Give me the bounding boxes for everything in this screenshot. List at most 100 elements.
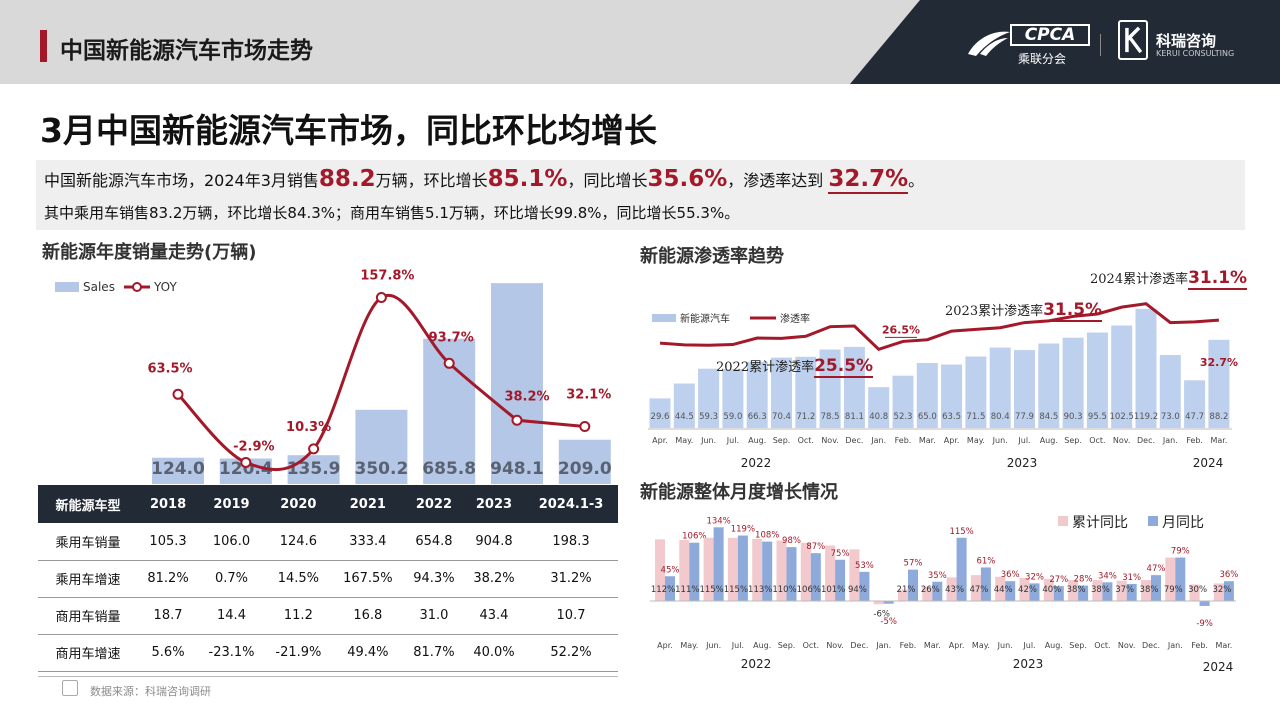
cum-bar	[1141, 580, 1151, 601]
pen-bar-label: 78.5	[821, 412, 840, 422]
mon-bar-label: 31%	[1122, 573, 1141, 583]
cum-bar	[849, 549, 860, 601]
cum-bar	[1043, 579, 1054, 601]
cum-bar-label: 40%	[1042, 585, 1061, 595]
pen-bar	[649, 398, 671, 428]
growth-x-label: Sep.	[778, 641, 796, 650]
yoy-point	[240, 456, 252, 468]
pen-year-label: 2023	[1007, 456, 1038, 470]
pen-label-last: 32.7%	[1200, 356, 1238, 369]
pen-bar	[1184, 380, 1206, 428]
cum-bar	[1116, 580, 1127, 601]
mon-bar	[980, 567, 991, 601]
cum-bar	[898, 589, 908, 601]
pen-x-label: Oct.	[798, 436, 814, 445]
mon-bar	[859, 571, 870, 601]
sales-bar	[491, 283, 543, 484]
table-header-year: 2024.1-3	[524, 485, 618, 523]
legend-sales-swatch	[55, 282, 79, 292]
sales-bar	[152, 457, 204, 484]
growth-x-label: Jul.	[731, 641, 744, 650]
cpca-logo-subtitle: 乘联分会	[1018, 52, 1067, 66]
table-cell: 14.5%	[264, 560, 332, 598]
pen-bar-label: 40.8	[869, 412, 888, 422]
pen-x-label: Jun.	[992, 436, 1008, 445]
table-cell: 124.6	[264, 523, 332, 561]
cum-bar-label: 38%	[1091, 585, 1110, 595]
yoy-label: 32.1%	[566, 388, 611, 403]
table-row: 商用车销量 18.7 14.4 11.2 16.8 31.0 43.4 10.7	[38, 597, 618, 635]
mon-bar	[1029, 583, 1040, 601]
callout-2022: 2022累计渗透率25.5%	[716, 356, 874, 378]
mon-bar-label: 34%	[1098, 571, 1117, 581]
pen-bar-label: 59.0	[723, 412, 742, 422]
mon-bar-label: 36%	[1219, 570, 1238, 580]
cum-bar	[873, 601, 884, 605]
mon-bar-label: 75%	[831, 549, 850, 559]
pen-bar-label: 73.0	[1161, 412, 1180, 422]
table-cell: 49.4%	[331, 634, 404, 672]
pen-bar	[1038, 343, 1060, 428]
growth-x-label: Aug.	[1045, 641, 1063, 650]
cum-bar	[1068, 580, 1079, 601]
table-cell: 18.7	[138, 597, 199, 635]
cum-bar-label: 38%	[1067, 585, 1086, 595]
cpca-wing-logo-icon	[968, 31, 1010, 56]
cum-bar	[995, 576, 1006, 601]
pen-bar-label: 52.3	[894, 412, 913, 422]
pen-bar-label: 47.7	[1185, 412, 1204, 422]
cum-bar-label: 79%	[1164, 585, 1183, 595]
callout-2023-value: 31.5%	[1043, 300, 1103, 322]
growth-x-label: Dec.	[1142, 641, 1160, 650]
table-cell: 81.2%	[138, 560, 199, 598]
mon-bar	[1199, 601, 1210, 606]
table-cell: 11.2	[264, 597, 332, 635]
mon-bar-label: 45%	[661, 565, 680, 575]
kerui-logo-en: KERUI CONSULTING	[1156, 49, 1235, 58]
pen-bar-label: 71.5	[966, 412, 985, 422]
cum-bar	[825, 545, 836, 601]
pen-x-label: Apr.	[944, 436, 960, 445]
growth-x-label: Mar.	[1215, 641, 1232, 650]
table-cell: -21.9%	[264, 634, 332, 672]
cum-bar	[970, 575, 981, 601]
mon-bar-label: 79%	[1171, 547, 1190, 557]
yoy-line	[176, 293, 585, 472]
yoy-point	[172, 388, 184, 400]
table-header-row: 新能源车型 2018 2019 2020 2021 2022 2023 2024.1-3	[38, 485, 618, 523]
header-logo-panel	[850, 0, 1280, 84]
sales-bar-label: 120.4	[219, 459, 273, 479]
pen-bar	[1086, 332, 1108, 428]
table-cell: 31.0	[403, 597, 464, 635]
mon-bar	[1126, 583, 1137, 601]
cum-bar-label: 112%	[651, 585, 675, 595]
mon-bar	[1102, 582, 1113, 601]
table-row: 商用车增速 5.6% -23.1% -21.9% 49.4% 81.7% 40.0% 52.2…	[38, 634, 618, 672]
pen-bar-label: 65.0	[918, 412, 937, 422]
mon-bar-label: 108%	[755, 531, 779, 541]
header-title: 中国新能源汽车市场走势	[60, 38, 313, 64]
mon-bar	[1005, 581, 1016, 601]
growth-x-label: Oct.	[803, 641, 819, 650]
growth-x-label: May.	[680, 641, 698, 650]
pen-bar	[1111, 325, 1133, 428]
table-header-year: 2022	[403, 485, 464, 523]
legend-yoy-marker	[132, 282, 142, 292]
legend-pen-line-label: 渗透率	[780, 312, 810, 325]
table-row-label: 乘用车增速	[38, 560, 138, 598]
cum-bar	[679, 539, 690, 601]
growth-x-label: Dec.	[850, 641, 868, 650]
growth-x-label: Nov.	[826, 641, 844, 650]
yoy-label: 63.5%	[147, 361, 192, 376]
yoy-point	[511, 414, 523, 426]
pen-x-label: Mar.	[1210, 436, 1227, 445]
pen-x-label: Aug.	[748, 436, 766, 445]
pen-x-label: Nov.	[821, 436, 839, 445]
callout-2023-text: 2023累计渗透率	[945, 304, 1044, 319]
growth-x-label: Jun.	[705, 641, 721, 650]
sales-bar	[219, 458, 272, 484]
legend-mon-label: 月同比	[1162, 515, 1204, 531]
summary-sales-value: 88.2	[318, 166, 376, 192]
pen-year-label: 2024	[1193, 456, 1224, 470]
mon-bar	[956, 537, 967, 601]
